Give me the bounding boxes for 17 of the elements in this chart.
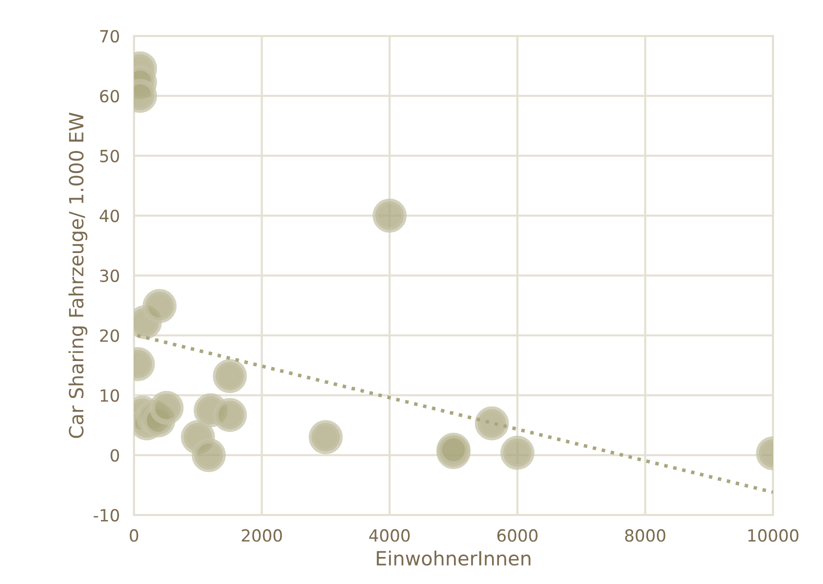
x-tick-label: 6000 [497,529,538,542]
x-tick-label: 0 [130,529,138,542]
y-tick-label: 30 [100,269,120,282]
y-tick-label: 70 [100,30,120,43]
x-tick-label: 8000 [625,529,666,542]
y-axis-title: Car Sharing Fahrzeuge/ 1.000 EW [68,112,88,438]
y-tick-label: 50 [100,150,120,162]
x-tick-label: 2000 [242,529,282,542]
x-tick-label: 10000 [748,529,798,542]
y-tick-label: 0 [110,449,120,462]
y-tick-label: 20 [100,329,120,342]
x-tick-label: 4000 [369,529,410,542]
y-tick-label: 10 [100,389,120,402]
y-tick-label: -10 [94,508,120,522]
y-tick-label: 40 [100,210,120,222]
x-axis-title: EinwohnerInnen [376,550,530,566]
y-tick-label: 60 [100,90,120,102]
